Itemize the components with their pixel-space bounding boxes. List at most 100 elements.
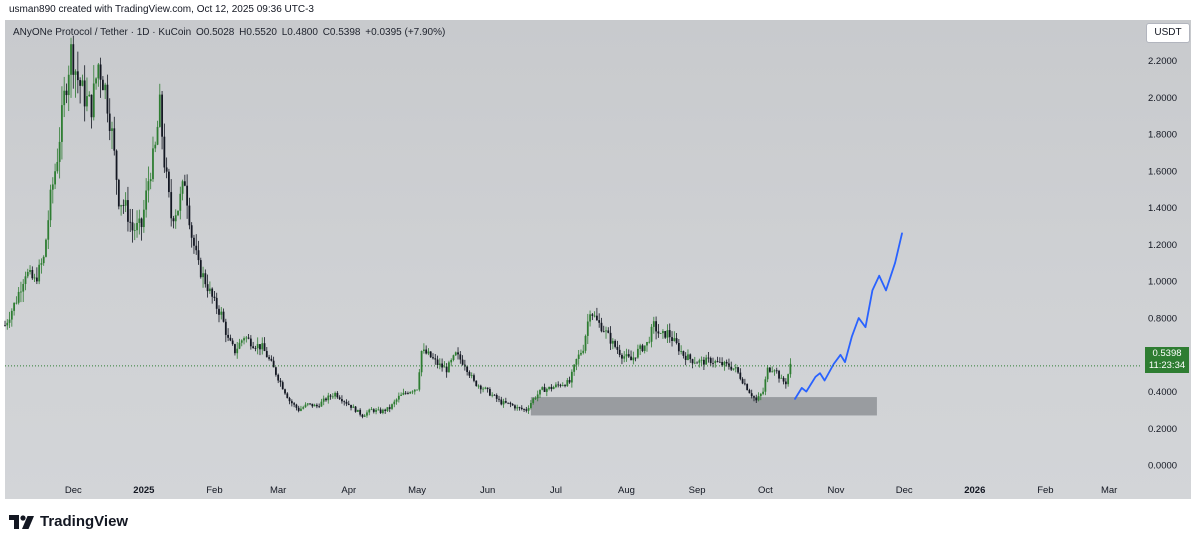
candle bbox=[113, 116, 116, 156]
candle bbox=[755, 394, 758, 403]
price-axis[interactable]: 2.2000 2.0000 1.8000 1.6000 1.4000 1.2000 1.00… bbox=[1148, 56, 1177, 472]
candle bbox=[322, 395, 325, 406]
tradingview-footer[interactable]: TradingView bbox=[9, 513, 128, 530]
candle bbox=[580, 349, 582, 357]
candle bbox=[4, 320, 6, 327]
candle-body bbox=[548, 386, 550, 389]
candle bbox=[411, 390, 414, 395]
candle bbox=[518, 406, 521, 411]
support-zone[interactable] bbox=[530, 397, 877, 416]
candle-body bbox=[382, 409, 384, 414]
candle bbox=[363, 414, 366, 417]
candle bbox=[516, 404, 519, 411]
candle-body bbox=[718, 361, 721, 363]
candle-body bbox=[227, 334, 230, 338]
candle bbox=[256, 337, 259, 355]
candle-body bbox=[627, 354, 630, 357]
candle-body bbox=[138, 218, 141, 223]
candle-body bbox=[568, 380, 571, 383]
candle-body bbox=[252, 346, 255, 349]
candle-body bbox=[411, 391, 414, 393]
candle-body bbox=[17, 291, 20, 303]
candle-body bbox=[95, 78, 97, 84]
candle-body bbox=[698, 360, 701, 363]
candle bbox=[174, 209, 177, 229]
candle bbox=[491, 392, 494, 398]
candle bbox=[473, 373, 475, 383]
candle bbox=[45, 238, 47, 258]
candle bbox=[177, 210, 179, 217]
candle bbox=[51, 177, 54, 204]
legend-low: L0.4800 bbox=[281, 27, 318, 38]
candle-body bbox=[74, 71, 77, 75]
candle-body bbox=[662, 331, 664, 334]
candle-body bbox=[106, 84, 109, 114]
candle-body bbox=[500, 399, 503, 405]
projection-path[interactable] bbox=[794, 232, 903, 400]
candle bbox=[673, 331, 676, 342]
candle bbox=[739, 368, 742, 381]
candle bbox=[568, 376, 571, 384]
x-tick-label: Jun bbox=[480, 485, 495, 496]
candle bbox=[306, 403, 309, 407]
candle bbox=[732, 368, 735, 371]
candle bbox=[218, 305, 220, 323]
candle-body bbox=[115, 150, 118, 180]
candle-body bbox=[648, 341, 651, 343]
candle-body bbox=[618, 349, 621, 355]
candle-body bbox=[509, 402, 512, 405]
candle-body bbox=[639, 345, 642, 349]
candle bbox=[286, 392, 289, 399]
candle bbox=[88, 91, 91, 97]
candle bbox=[436, 355, 439, 369]
candle bbox=[461, 355, 464, 366]
candle-body bbox=[716, 361, 719, 362]
x-tick-label: Dec bbox=[65, 485, 82, 496]
candle-body bbox=[468, 372, 471, 376]
candle bbox=[591, 312, 594, 321]
candle bbox=[20, 281, 22, 303]
candle bbox=[386, 407, 389, 412]
candle-body bbox=[338, 397, 341, 400]
candle bbox=[625, 348, 628, 362]
candle bbox=[614, 339, 617, 349]
candle bbox=[170, 179, 173, 227]
candle bbox=[26, 268, 29, 279]
candle-body bbox=[204, 273, 207, 285]
candle-body bbox=[142, 209, 145, 228]
candle bbox=[24, 271, 27, 291]
x-tick-label: Apr bbox=[341, 485, 356, 496]
candle bbox=[734, 363, 737, 373]
candle bbox=[659, 332, 662, 334]
candle-body bbox=[38, 264, 41, 282]
candle-body bbox=[495, 395, 498, 399]
candle bbox=[29, 265, 31, 275]
currency-selector[interactable]: USDT bbox=[1146, 23, 1190, 43]
candle bbox=[407, 391, 409, 395]
candle-body bbox=[172, 218, 175, 222]
candle-body bbox=[596, 315, 598, 321]
candle bbox=[534, 396, 537, 400]
candle-body bbox=[671, 337, 673, 341]
candle bbox=[402, 388, 405, 396]
chart-panel[interactable] bbox=[5, 20, 1191, 499]
candle bbox=[300, 405, 302, 412]
candle-body bbox=[518, 407, 521, 409]
candle-body bbox=[249, 338, 252, 347]
candle bbox=[429, 351, 432, 358]
candle bbox=[13, 302, 16, 316]
candle bbox=[220, 307, 223, 320]
candle bbox=[227, 328, 230, 342]
candle bbox=[668, 323, 671, 343]
candle-body bbox=[677, 343, 680, 352]
candle-body bbox=[24, 276, 27, 284]
candle-body bbox=[234, 344, 236, 354]
candle bbox=[479, 384, 482, 394]
candle-body bbox=[723, 361, 726, 366]
time-axis[interactable]: Dec 2025 Feb Mar Apr May Jun Jul Aug Sep Oct Nov Dec… bbox=[65, 485, 1117, 496]
y-tick-label: 1.6000 bbox=[1148, 166, 1177, 177]
candle-body bbox=[784, 381, 787, 385]
candle-body bbox=[286, 393, 289, 399]
candle bbox=[290, 399, 293, 407]
